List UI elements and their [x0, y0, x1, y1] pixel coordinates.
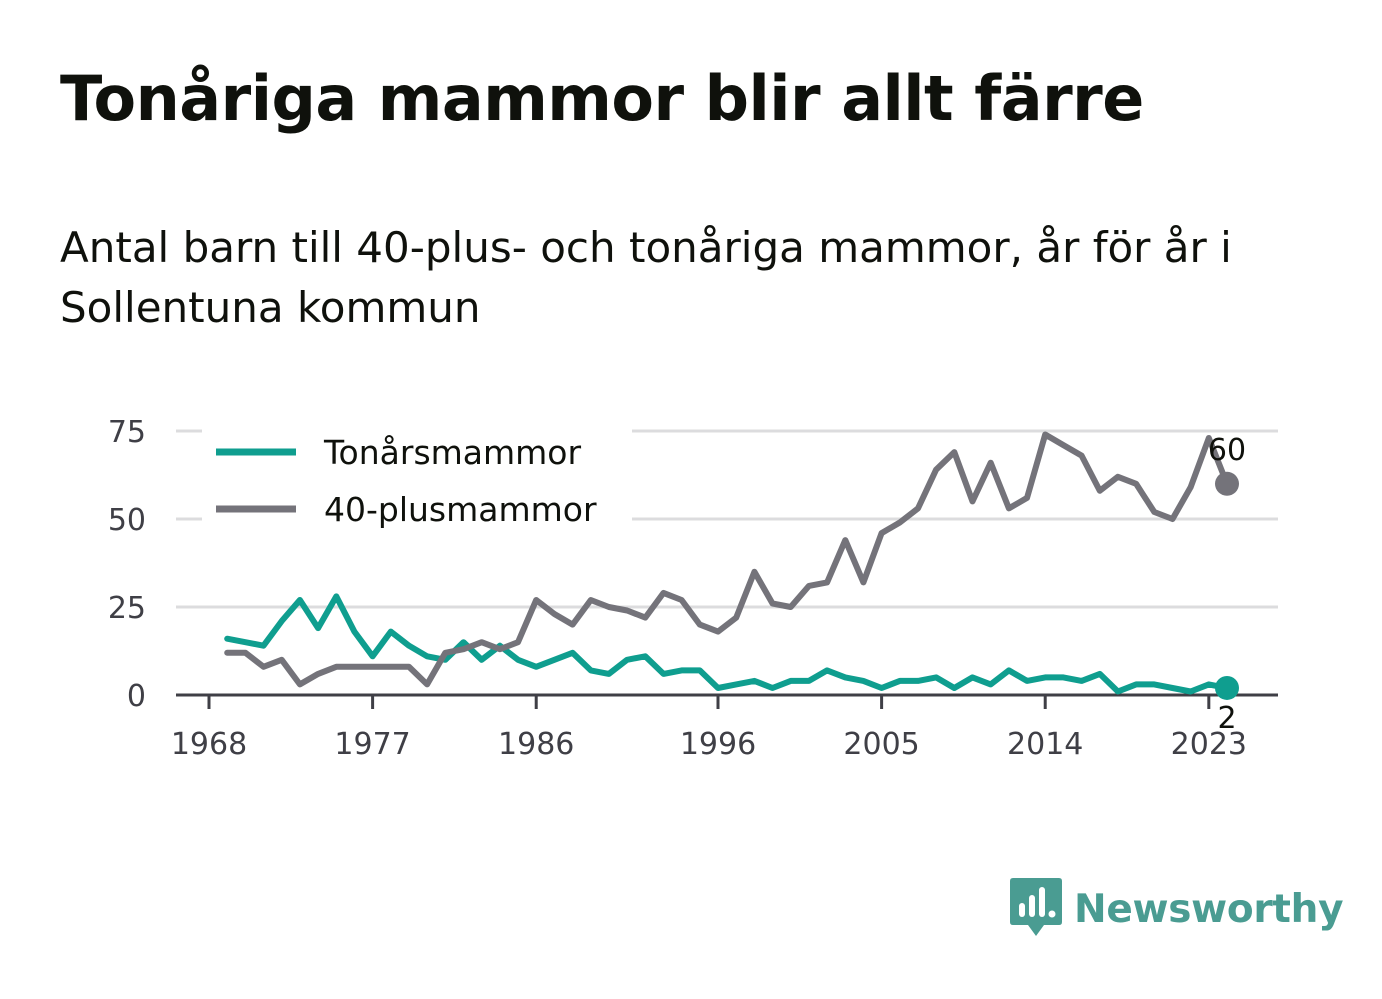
y-tick-label: 25	[108, 591, 146, 626]
newsworthy-logo-icon	[1010, 878, 1062, 936]
y-tick-label: 50	[108, 503, 146, 538]
series-lines	[224, 431, 1230, 695]
y-tick-label: 75	[108, 415, 146, 450]
x-tick-label: 1986	[498, 727, 574, 762]
series-end-label-1: 60	[1208, 433, 1246, 468]
series-line-1	[224, 431, 1230, 688]
newsworthy-brand: Newsworthy	[1010, 878, 1344, 940]
legend-label-1: 40-plusmammor	[324, 490, 597, 529]
series-end-marker-1	[1215, 471, 1239, 496]
legend-label-0: Tonårsmammor	[323, 433, 581, 472]
x-tick-label: 1968	[171, 727, 247, 762]
series-line-0	[224, 593, 1230, 695]
series-end-label-0: 2	[1217, 701, 1236, 736]
brand-name: Newsworthy	[1074, 886, 1344, 932]
x-axis: 1968 1977 1986 1996 2005 2014 2023	[171, 695, 1247, 762]
x-tick-label: 2023	[1171, 727, 1247, 762]
y-axis-labels: 0 25 50 75	[108, 415, 146, 714]
series-end-markers: 2 60	[1208, 433, 1246, 736]
series-end-marker-0	[1215, 675, 1239, 700]
x-tick-label: 1996	[680, 727, 756, 762]
legend-background	[202, 424, 632, 532]
legend: Tonårsmammor 40-plusmammor	[202, 424, 632, 532]
y-tick-label: 0	[127, 679, 146, 714]
chart-subtitle: Antal barn till 40-plus- och tonåriga ma…	[60, 223, 1232, 332]
chart-title: Tonåriga mammor blir allt färre	[60, 62, 1144, 135]
x-tick-label: 2014	[1007, 727, 1083, 762]
x-tick-label: 2005	[843, 727, 919, 762]
x-tick-label: 1977	[334, 727, 410, 762]
